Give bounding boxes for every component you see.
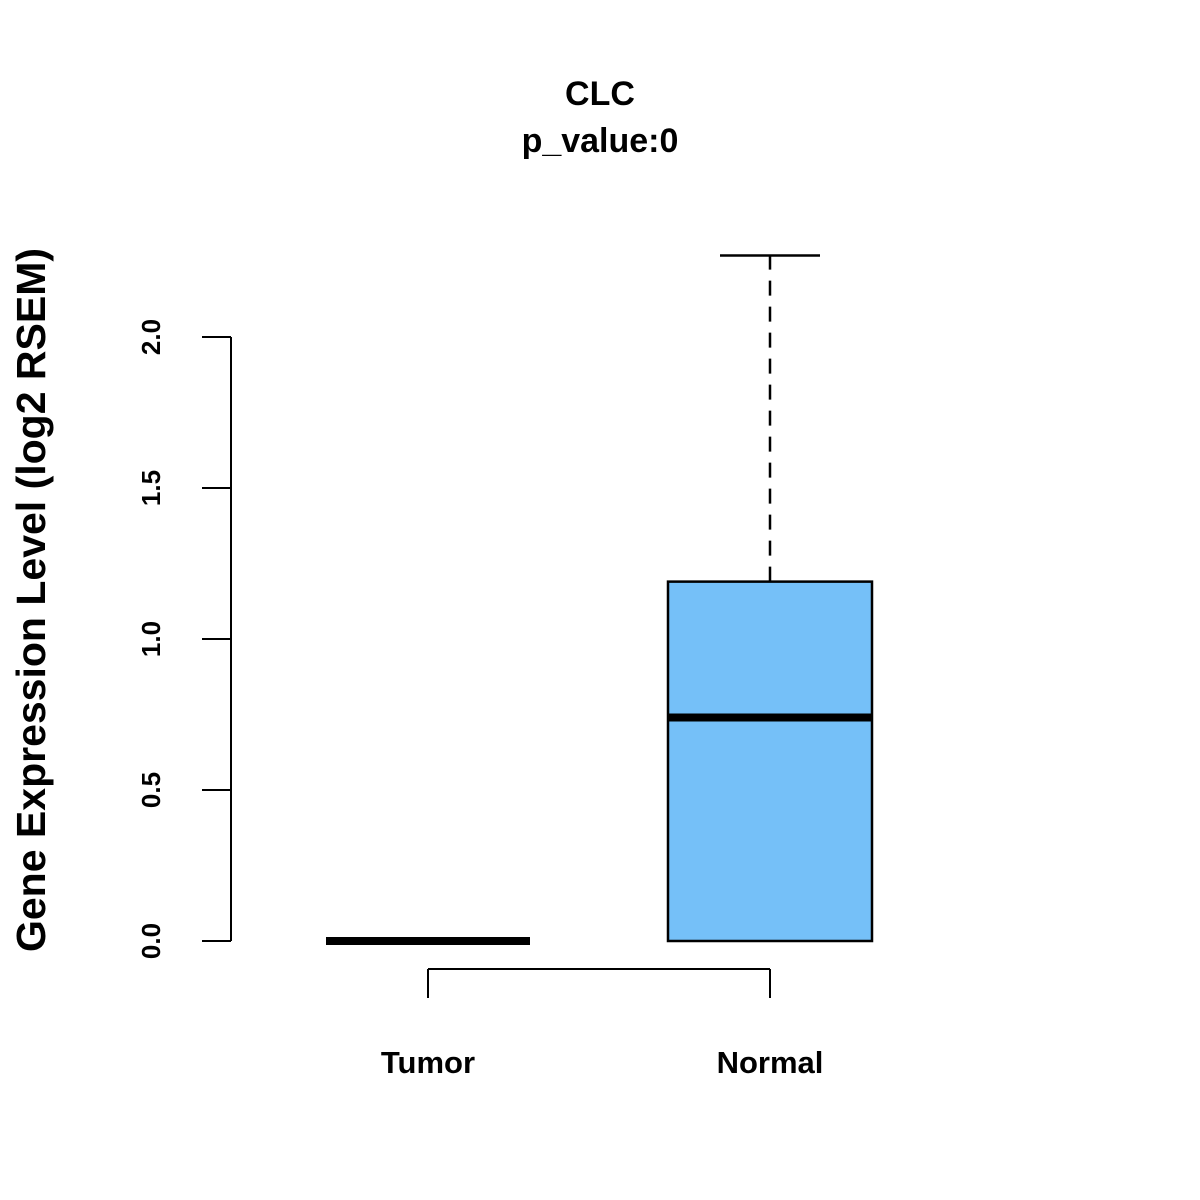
y-axis-label: Gene Expression Level (log2 RSEM) — [8, 248, 54, 952]
box-body — [666, 580, 874, 943]
chart-subtitle: p_value:0 — [522, 122, 679, 160]
y-tick-label: 0.5 — [136, 772, 166, 808]
y-tick-label: 2.0 — [136, 319, 166, 355]
y-axis: 0.0 0.5 1.0 1.5 2.0 — [136, 319, 232, 959]
box-normal — [666, 254, 874, 943]
x-axis: Tumor Normal — [381, 968, 824, 1080]
y-tick-label: 1.0 — [136, 621, 166, 657]
chart-title: CLC — [565, 75, 635, 113]
y-tick-label: 1.5 — [136, 470, 166, 506]
y-tick-label: 0.0 — [136, 923, 166, 959]
x-tick-label: Normal — [717, 1045, 824, 1080]
boxes — [326, 254, 874, 945]
x-tick-label: Tumor — [381, 1045, 475, 1080]
